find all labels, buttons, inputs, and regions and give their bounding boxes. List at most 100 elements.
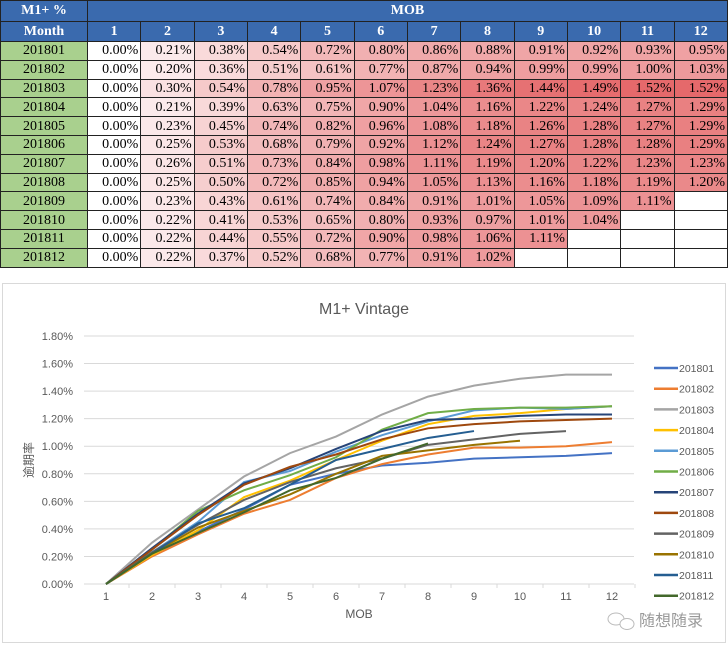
rate-cell: 0.96% [353,116,408,136]
rate-cell: 0.72% [246,172,302,193]
rate-cell: 0.65% [300,210,355,230]
series-line-201801 [105,452,613,585]
rate-cell: 1.44% [513,78,568,99]
rate-cell: 1.00% [620,59,675,80]
rate-cell: 1.22% [566,153,622,174]
mob-column-header: 4 [246,20,302,42]
month-cell: 201809 [0,191,88,212]
rate-cell: 1.23% [406,78,462,99]
rate-cell: 0.22% [140,210,195,230]
table-row: 201805 0.00% 0.23% 0.45% 0.74% 0.82% 0.96% 1.08… [0,116,728,136]
rate-cell: 0.82% [300,116,355,136]
rate-cell: 1.28% [566,116,622,136]
table-row: 201812 0.00% 0.22% 0.37% 0.52% 0.68% 0.77% 0.91… [0,247,728,268]
x-tick-label: 8 [425,591,431,603]
rate-cell: 0.63% [246,97,302,118]
vintage-chart: M1+ Vintage 0.00% 0.20% 0.40% 0.60% 0.80% 1.00… [2,283,726,643]
rate-cell: 0.93% [620,41,675,61]
y-tick-label: 1.00% [42,441,73,453]
y-tick-label: 0.80% [42,469,73,481]
rate-cell: 0.91% [406,247,462,268]
rate-cell: 0.87% [406,59,462,80]
rate-cell: 1.49% [566,78,622,99]
rate-cell: 1.27% [620,97,675,118]
legend-label: 201804 [679,425,714,437]
rate-cell: 1.04% [406,97,462,118]
rate-cell: 0.00% [86,59,142,80]
mob-column-header: 9 [513,20,568,42]
rate-cell: 1.03% [673,59,728,80]
rate-cell: 1.24% [566,97,622,118]
rate-cell: 0.72% [300,228,355,249]
rate-cell: 0.54% [193,78,248,99]
rate-cell [620,247,675,268]
rate-cell: 0.84% [300,153,355,174]
rate-cell: 1.36% [460,78,515,99]
rate-cell: 0.21% [140,97,195,118]
rate-cell: 1.11% [620,191,675,212]
rate-cell: 0.98% [353,153,408,174]
rate-cell: 0.85% [300,172,355,193]
rate-cell: 1.27% [513,134,568,155]
series-line-201802 [105,441,613,585]
rate-cell: 0.68% [300,247,355,268]
series-line-201803 [105,373,612,585]
table-row: 201809 0.00% 0.23% 0.43% 0.61% 0.74% 0.84% 0.91… [0,191,728,212]
y-axis-label: 逾期率 [21,442,36,478]
rate-cell: 0.00% [86,247,142,268]
month-cell: 201808 [0,172,88,193]
rate-cell: 0.50% [193,172,248,193]
rate-cell: 0.92% [566,41,622,61]
x-tick-label: 10 [514,591,526,603]
rate-cell: 0.51% [246,59,302,80]
rate-cell: 0.26% [140,153,195,174]
rate-cell: 1.23% [620,153,675,174]
month-header: Month [0,20,88,42]
series-line-201812 [105,442,429,585]
rate-cell: 0.92% [353,134,408,155]
rate-cell: 0.44% [193,228,248,249]
rate-cell: 1.20% [513,153,568,174]
y-tick-label: 0.00% [42,579,73,591]
rate-cell: 0.00% [86,134,142,155]
month-cell: 201805 [0,116,88,136]
series-line-201811 [105,430,475,585]
table-row: 201804 0.00% 0.21% 0.39% 0.63% 0.75% 0.90% 1.04… [0,97,728,118]
rate-cell [673,210,728,230]
table-row: 201802 0.00% 0.20% 0.36% 0.51% 0.61% 0.77% 0.87… [0,59,728,80]
rate-cell: 1.29% [673,116,728,136]
rate-cell: 0.23% [140,116,195,136]
x-tick-label: 12 [606,591,618,603]
rate-cell: 1.52% [673,78,728,99]
table-row: 201806 0.00% 0.25% 0.53% 0.68% 0.79% 0.92% 1.12… [0,134,728,155]
rate-cell: 1.16% [513,172,568,193]
rate-cell: 0.80% [353,41,408,61]
rate-cell: 1.52% [620,78,675,99]
x-tick-label: 3 [195,591,201,603]
rate-cell: 0.86% [406,41,462,61]
month-cell: 201812 [0,247,88,268]
rate-cell: 0.72% [300,41,355,61]
rate-cell: 0.00% [86,116,142,136]
x-tick-label: 4 [241,591,247,603]
mob-column-header: 6 [353,20,408,42]
chart-title: M1+ Vintage [319,301,409,318]
month-cell: 201810 [0,210,88,230]
y-tick-label: 0.20% [42,551,73,563]
rate-cell: 0.53% [193,134,248,155]
rate-cell: 1.29% [673,97,728,118]
table-row: 201801 0.00% 0.21% 0.38% 0.54% 0.72% 0.80% 0.86… [0,41,728,61]
rate-cell: 0.22% [140,247,195,268]
table-row: 201808 0.00% 0.25% 0.50% 0.72% 0.85% 0.94% 1.05… [0,172,728,193]
mob-column-header: 12 [673,20,728,42]
rate-cell: 1.22% [513,97,568,118]
rate-cell: 1.05% [513,191,568,212]
rate-cell: 1.28% [620,134,675,155]
rate-cell: 1.05% [406,172,462,193]
x-tick-label: 9 [471,591,477,603]
month-cell: 201806 [0,134,88,155]
rate-cell: 1.09% [566,191,622,212]
rate-cell: 0.99% [566,59,622,80]
legend-label: 201801 [679,363,714,375]
rate-cell: 1.18% [566,172,622,193]
